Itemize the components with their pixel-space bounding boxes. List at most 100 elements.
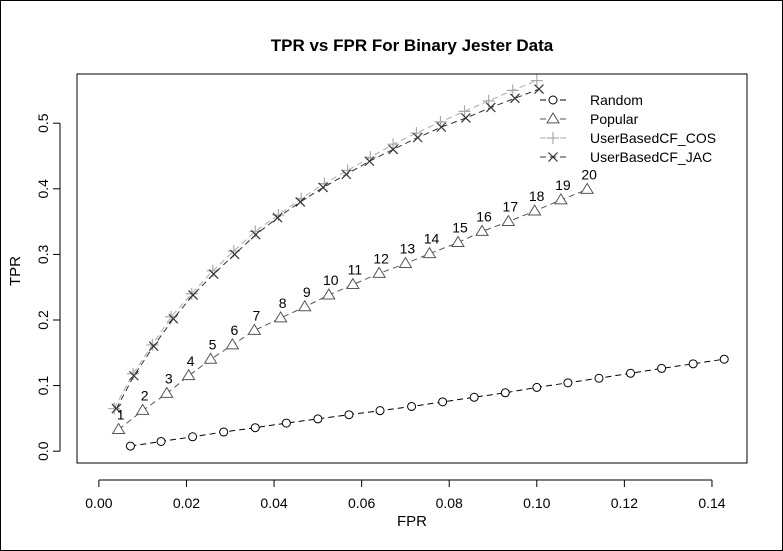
legend-marker-icon bbox=[547, 132, 559, 144]
data-point-popular bbox=[554, 192, 568, 205]
data-point-popular bbox=[225, 337, 240, 350]
data-point-popular bbox=[451, 235, 465, 247]
data-point-userbasedcf-cos bbox=[458, 105, 471, 118]
data-point-popular bbox=[159, 386, 174, 398]
data-point-popular bbox=[181, 368, 196, 381]
data-point-popular bbox=[422, 246, 437, 259]
data-point-userbasedcf-jac bbox=[364, 156, 375, 167]
data-point-random bbox=[250, 423, 260, 433]
legend-marker-icon bbox=[548, 152, 558, 162]
point-label: 16 bbox=[476, 208, 492, 224]
series-line-userbasedcf-cos bbox=[113, 80, 537, 409]
data-point-random bbox=[719, 354, 729, 364]
x-tick-label: 0.10 bbox=[523, 495, 550, 511]
data-point-userbasedcf-jac bbox=[388, 144, 399, 155]
data-point-userbasedcf-jac bbox=[168, 313, 179, 324]
data-point-userbasedcf-jac bbox=[229, 249, 240, 260]
point-label: 8 bbox=[279, 295, 287, 311]
data-point-userbasedcf-jac bbox=[436, 122, 447, 133]
series-userbasedcf-cos bbox=[108, 74, 543, 415]
point-label: 2 bbox=[141, 388, 149, 404]
data-point-userbasedcf-jac bbox=[111, 403, 122, 414]
legend-item: UserBasedCF_COS bbox=[540, 130, 716, 146]
point-label: 19 bbox=[555, 177, 571, 193]
series-line-userbasedcf-jac bbox=[115, 88, 540, 409]
legend-item: UserBasedCF_JAC bbox=[540, 149, 712, 165]
point-label: 17 bbox=[503, 199, 519, 215]
data-point-userbasedcf-jac bbox=[208, 269, 219, 280]
series-line-popular bbox=[118, 189, 588, 430]
y-axis: 0.0 0.1 0.2 0.3 0.4 0.5 bbox=[35, 113, 61, 461]
data-point-userbasedcf-jac bbox=[460, 113, 471, 123]
series-layer bbox=[108, 74, 729, 451]
point-label: 6 bbox=[231, 322, 239, 338]
point-label: 18 bbox=[529, 188, 545, 204]
y-axis-label: TPR bbox=[7, 256, 24, 286]
data-point-userbasedcf-jac bbox=[250, 229, 261, 240]
legend-marker-icon bbox=[548, 95, 558, 105]
legend-label: UserBasedCF_COS bbox=[590, 130, 716, 146]
legend-marker-icon bbox=[546, 112, 560, 124]
data-point-userbasedcf-jac bbox=[188, 290, 198, 300]
point-label: 7 bbox=[252, 307, 260, 323]
point-label: 20 bbox=[581, 166, 597, 182]
data-point-popular bbox=[372, 266, 387, 278]
data-point-random bbox=[469, 392, 479, 402]
data-point-userbasedcf-jac bbox=[272, 212, 283, 223]
data-point-popular bbox=[345, 277, 360, 289]
data-point-random bbox=[532, 382, 542, 392]
legend-label: UserBasedCF_JAC bbox=[590, 149, 712, 165]
data-point-popular bbox=[501, 214, 516, 226]
data-point-userbasedcf-jac bbox=[341, 169, 352, 180]
data-point-popular bbox=[273, 311, 288, 323]
data-point-popular bbox=[247, 323, 262, 335]
data-point-userbasedcf-cos bbox=[530, 74, 543, 87]
y-tick-label: 0.1 bbox=[35, 376, 51, 396]
data-point-popular bbox=[580, 182, 595, 194]
data-point-userbasedcf-jac bbox=[412, 132, 423, 143]
legend-item: Popular bbox=[540, 111, 639, 127]
y-tick-label: 0.2 bbox=[35, 310, 51, 330]
data-point-popular bbox=[297, 299, 312, 312]
point-label: 15 bbox=[452, 220, 468, 236]
y-tick-label: 0.4 bbox=[35, 179, 51, 199]
data-point-random bbox=[563, 378, 573, 388]
data-point-userbasedcf-cos bbox=[341, 164, 354, 177]
data-point-random bbox=[313, 414, 323, 424]
data-point-random bbox=[688, 359, 698, 369]
plot-box bbox=[76, 73, 748, 464]
point-label: 10 bbox=[323, 272, 339, 288]
x-tick-label: 0.14 bbox=[698, 495, 725, 511]
y-tick-label: 0.3 bbox=[35, 244, 51, 264]
chart-title: TPR vs FPR For Binary Jester Data bbox=[271, 36, 554, 55]
data-point-random bbox=[125, 441, 135, 451]
point-label: 1 bbox=[117, 407, 125, 423]
legend: Random Popular UserBasedCF_COS UserBasedCF_… bbox=[540, 92, 716, 165]
series-line-random bbox=[130, 358, 725, 447]
y-tick-label: 0.5 bbox=[35, 113, 51, 133]
x-tick-label: 0.08 bbox=[436, 495, 463, 511]
data-point-userbasedcf-jac bbox=[509, 93, 520, 104]
data-point-userbasedcf-jac bbox=[485, 102, 496, 113]
data-point-popular bbox=[135, 403, 150, 415]
legend-item: Random bbox=[540, 92, 643, 108]
series-userbasedcf-jac bbox=[111, 84, 544, 414]
data-point-random bbox=[657, 363, 667, 373]
data-point-userbasedcf-jac bbox=[318, 182, 329, 193]
data-point-userbasedcf-jac bbox=[148, 341, 159, 352]
x-axis-label: FPR bbox=[397, 513, 427, 530]
data-point-popular bbox=[527, 204, 542, 216]
data-point-random bbox=[344, 410, 354, 420]
data-point-userbasedcf-cos bbox=[387, 138, 400, 151]
point-label: 4 bbox=[187, 353, 195, 369]
data-point-random bbox=[219, 427, 229, 437]
data-point-random bbox=[500, 388, 510, 398]
point-label: 12 bbox=[373, 250, 389, 266]
data-point-userbasedcf-jac bbox=[534, 84, 544, 95]
data-point-popular bbox=[321, 288, 336, 300]
data-point-popular bbox=[475, 224, 489, 236]
point-label: 9 bbox=[303, 284, 311, 300]
